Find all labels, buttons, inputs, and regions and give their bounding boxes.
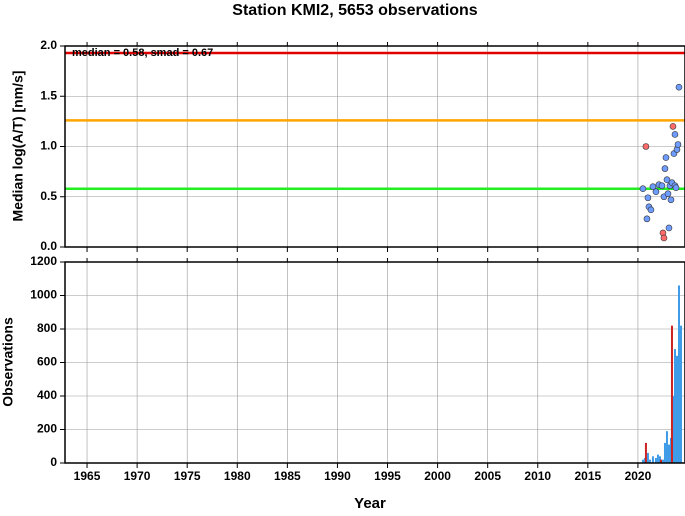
point — [674, 141, 682, 148]
point — [661, 165, 669, 172]
x-tick-label: 1980 — [224, 469, 251, 483]
point — [649, 183, 657, 190]
bar — [656, 454, 659, 463]
point — [644, 194, 652, 202]
y-tick-label: 2.0 — [40, 38, 57, 52]
bar — [661, 459, 664, 463]
bar — [646, 452, 649, 463]
y-tick-label: 800 — [37, 321, 57, 335]
x-tick-label: 1990 — [324, 469, 351, 483]
bar — [667, 444, 670, 463]
x-tick-label: 2005 — [474, 469, 501, 483]
bar — [665, 431, 668, 463]
plot-frame — [64, 261, 685, 464]
bar — [679, 325, 682, 463]
bar — [673, 349, 676, 463]
point — [639, 185, 647, 193]
point — [642, 143, 650, 150]
bar — [675, 355, 678, 463]
bar — [677, 285, 680, 463]
chart-title: Station KMI2, 5653 observations — [232, 2, 478, 19]
x-axis-label: Year — [354, 495, 386, 511]
x-tick-label: 1965 — [74, 469, 101, 483]
point — [665, 224, 673, 232]
bar — [644, 442, 647, 463]
point — [664, 190, 672, 198]
y-tick-label: 1.5 — [40, 88, 57, 102]
bar — [671, 396, 674, 463]
point — [667, 196, 675, 204]
point — [662, 154, 670, 161]
x-tick-label: 2000 — [424, 469, 451, 483]
x-tick-label: 1995 — [374, 469, 401, 483]
point — [652, 188, 660, 196]
x-tick-label: 2015 — [574, 469, 601, 483]
y-axis-label: Median log(A/T) [nm/s] — [10, 71, 26, 222]
point — [660, 234, 668, 242]
y-tick-label: 1000 — [30, 288, 57, 302]
bar — [659, 459, 662, 463]
y-tick-label: 1.0 — [40, 139, 57, 153]
x-tick-label: 2010 — [524, 469, 551, 483]
point — [643, 215, 651, 223]
point — [672, 184, 680, 192]
y-tick-label: 600 — [37, 355, 57, 369]
x-tick-label: 2020 — [625, 469, 652, 483]
plot-frame — [64, 45, 685, 248]
bar — [641, 459, 644, 463]
point — [663, 176, 671, 183]
y-tick-label: 400 — [37, 388, 57, 402]
y-tick-label: 0.5 — [40, 189, 57, 203]
x-tick-label: 1970 — [124, 469, 151, 483]
point — [669, 123, 677, 130]
y-axis-label: Observations — [0, 317, 16, 407]
point — [658, 182, 666, 189]
bar — [654, 457, 657, 463]
y-tick-label: 0 — [50, 455, 57, 469]
bar — [669, 437, 672, 463]
annotation: median = 0.58, smad = 0.67 — [72, 47, 213, 59]
y-tick-label: 200 — [37, 422, 57, 436]
point — [675, 83, 683, 91]
bar — [643, 457, 646, 463]
y-tick-label: 1200 — [30, 254, 57, 268]
point — [671, 131, 679, 138]
bar — [658, 456, 661, 463]
bar — [651, 456, 654, 463]
bar — [663, 442, 666, 463]
bar — [670, 325, 673, 463]
x-tick-label: 1985 — [274, 469, 301, 483]
y-tick-label: 0.0 — [40, 239, 57, 253]
point — [647, 206, 655, 214]
bar — [648, 459, 651, 463]
x-tick-label: 1975 — [174, 469, 201, 483]
